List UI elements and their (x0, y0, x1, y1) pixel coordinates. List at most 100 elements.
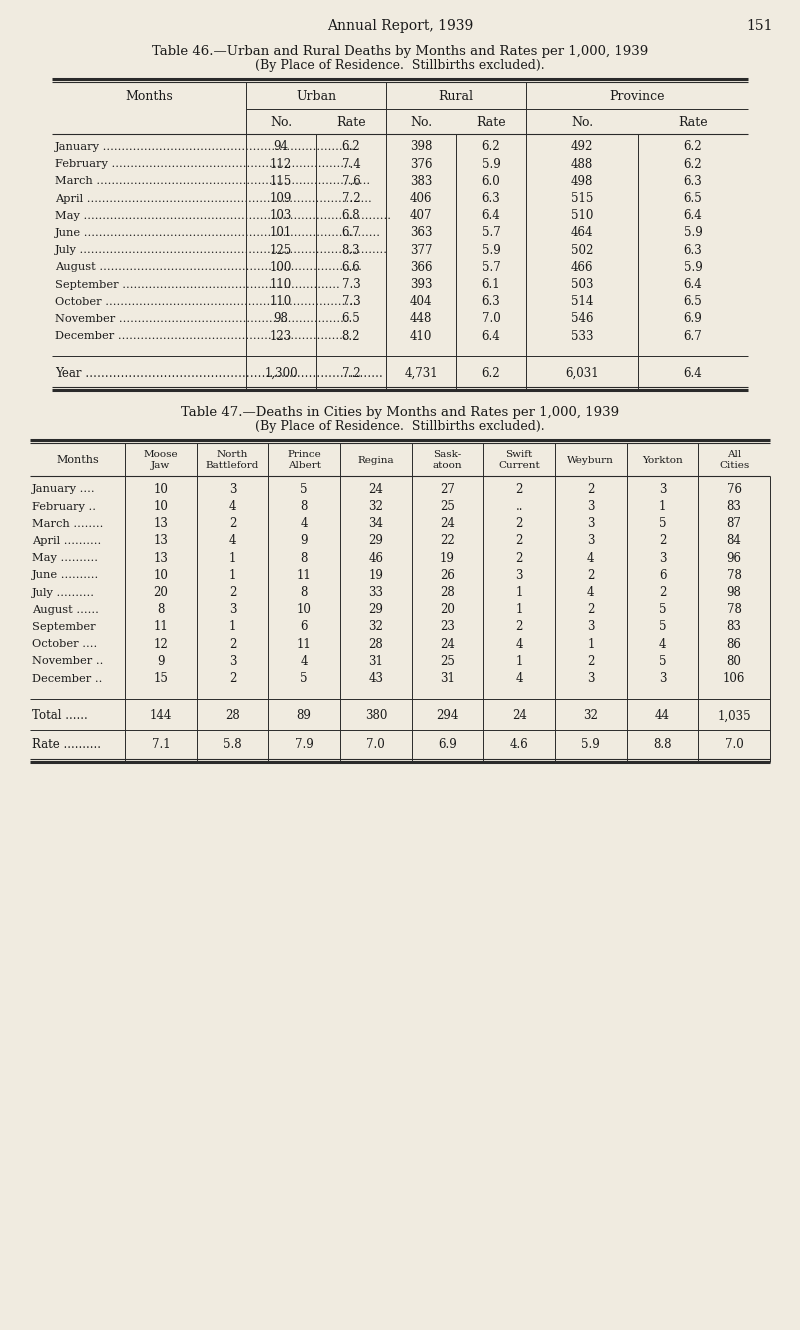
Text: Table 47.—Deaths in Cities by Months and Rates per 1,000, 1939: Table 47.—Deaths in Cities by Months and… (181, 406, 619, 419)
Text: 6.4: 6.4 (482, 330, 500, 343)
Text: 6.1: 6.1 (482, 278, 500, 291)
Text: 7.3: 7.3 (342, 278, 360, 291)
Text: Months: Months (125, 90, 173, 104)
Text: 8.2: 8.2 (342, 330, 360, 343)
Text: Rate: Rate (336, 116, 366, 129)
Text: 5.8: 5.8 (223, 738, 242, 751)
Text: 6.5: 6.5 (684, 295, 702, 309)
Text: 100: 100 (270, 261, 292, 274)
Text: 46: 46 (368, 552, 383, 565)
Text: Yorkton: Yorkton (642, 456, 683, 466)
Text: Rate: Rate (476, 116, 506, 129)
Text: 377: 377 (410, 243, 432, 257)
Text: 112: 112 (270, 158, 292, 170)
Text: 366: 366 (410, 261, 432, 274)
Text: 4: 4 (515, 672, 523, 685)
Text: Urban: Urban (296, 90, 336, 104)
Text: 33: 33 (368, 587, 383, 598)
Text: 84: 84 (726, 535, 742, 548)
Text: 11: 11 (297, 569, 311, 583)
Text: 6.9: 6.9 (684, 313, 702, 326)
Text: 83: 83 (726, 621, 742, 633)
Text: 2: 2 (515, 483, 523, 496)
Text: October ………………………………………………………….: October …………………………………………………………. (55, 297, 357, 307)
Text: May ……………………………………………………………………….: May ………………………………………………………………………. (55, 210, 391, 221)
Text: 24: 24 (440, 517, 455, 531)
Text: 2: 2 (515, 552, 523, 565)
Text: 8.8: 8.8 (654, 738, 672, 751)
Text: 4: 4 (587, 587, 594, 598)
Text: 3: 3 (587, 517, 594, 531)
Text: 294: 294 (436, 709, 458, 722)
Text: 2: 2 (229, 637, 236, 650)
Text: November ..: November .. (32, 657, 103, 666)
Text: Sask-: Sask- (434, 450, 462, 459)
Text: 89: 89 (297, 709, 312, 722)
Text: 29: 29 (368, 535, 383, 548)
Text: August ......: August ...... (32, 605, 99, 614)
Text: 78: 78 (726, 569, 742, 583)
Text: 20: 20 (440, 604, 455, 616)
Text: 32: 32 (583, 709, 598, 722)
Text: Swift: Swift (506, 450, 533, 459)
Text: 87: 87 (726, 517, 742, 531)
Text: 32: 32 (368, 500, 383, 513)
Text: 2: 2 (659, 587, 666, 598)
Text: Battleford: Battleford (206, 462, 259, 469)
Text: February ..: February .. (32, 501, 96, 512)
Text: 25: 25 (440, 500, 455, 513)
Text: 6.5: 6.5 (684, 192, 702, 205)
Text: 9: 9 (157, 654, 165, 668)
Text: 6: 6 (301, 621, 308, 633)
Text: Regina: Regina (358, 456, 394, 466)
Text: 24: 24 (440, 637, 455, 650)
Text: 28: 28 (369, 637, 383, 650)
Text: 488: 488 (571, 158, 593, 170)
Text: 7.2: 7.2 (342, 192, 360, 205)
Text: Jaw: Jaw (151, 462, 170, 469)
Text: May ..........: May .......... (32, 553, 98, 563)
Text: 5: 5 (301, 483, 308, 496)
Text: 11: 11 (154, 621, 168, 633)
Text: 3: 3 (515, 569, 523, 583)
Text: 5: 5 (658, 517, 666, 531)
Text: 5.7: 5.7 (482, 261, 500, 274)
Text: 5: 5 (301, 672, 308, 685)
Text: June ..........: June .......... (32, 571, 99, 580)
Text: 6.2: 6.2 (684, 141, 702, 153)
Text: 6.8: 6.8 (342, 209, 360, 222)
Text: 515: 515 (571, 192, 593, 205)
Text: 2: 2 (229, 587, 236, 598)
Text: 1,300: 1,300 (264, 367, 298, 380)
Text: 3: 3 (229, 604, 236, 616)
Text: 5.9: 5.9 (684, 261, 702, 274)
Text: Annual Report, 1939: Annual Report, 1939 (327, 19, 473, 33)
Text: (By Place of Residence.  Stillbirths excluded).: (By Place of Residence. Stillbirths excl… (255, 60, 545, 73)
Text: 6.6: 6.6 (342, 261, 360, 274)
Text: 1: 1 (515, 654, 523, 668)
Text: 76: 76 (726, 483, 742, 496)
Text: 4: 4 (515, 637, 523, 650)
Text: Moose: Moose (143, 450, 178, 459)
Text: 3: 3 (658, 672, 666, 685)
Text: 363: 363 (410, 226, 432, 239)
Text: 2: 2 (587, 569, 594, 583)
Text: 1,035: 1,035 (718, 709, 751, 722)
Text: 8: 8 (301, 587, 308, 598)
Text: Rate: Rate (678, 116, 708, 129)
Text: 2: 2 (515, 517, 523, 531)
Text: 25: 25 (440, 654, 455, 668)
Text: 12: 12 (154, 637, 168, 650)
Text: No.: No. (571, 116, 593, 129)
Text: 6.9: 6.9 (438, 738, 457, 751)
Text: August …………………………………………………………….: August ……………………………………………………………. (55, 262, 362, 273)
Text: 4: 4 (301, 654, 308, 668)
Text: ..: .. (515, 500, 523, 513)
Text: 1: 1 (229, 569, 236, 583)
Text: 10: 10 (154, 483, 168, 496)
Text: 5.9: 5.9 (582, 738, 600, 751)
Text: Prince: Prince (287, 450, 321, 459)
Text: 32: 32 (368, 621, 383, 633)
Text: 7.0: 7.0 (482, 313, 500, 326)
Text: 503: 503 (570, 278, 594, 291)
